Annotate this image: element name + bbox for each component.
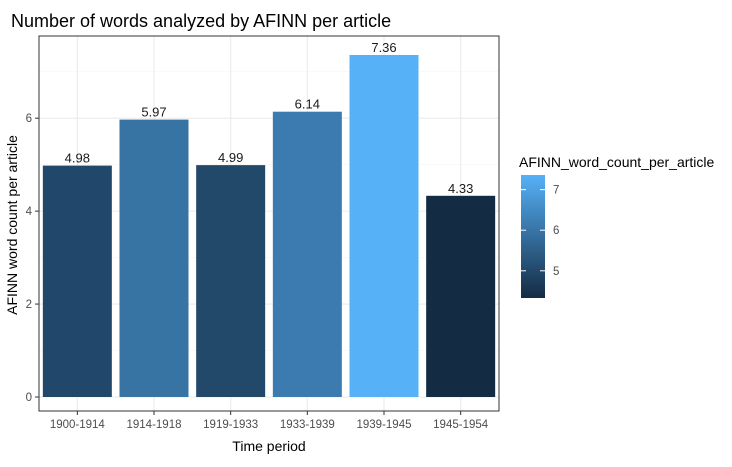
legend-tick-label: 5 xyxy=(553,266,559,278)
legend-colorbar xyxy=(521,175,545,298)
bar-1900-1914 xyxy=(42,165,112,397)
y-axis-label: AFINN word count per article xyxy=(4,135,20,315)
y-tick-label: 6 xyxy=(26,113,32,125)
plot-panel xyxy=(39,36,499,411)
chart-title: Number of words analyzed by AFINN per ar… xyxy=(11,11,391,31)
x-tick-label: 1919-1933 xyxy=(203,419,258,431)
bar-value-label: 4.98 xyxy=(65,151,90,166)
legend-tick-label: 7 xyxy=(553,185,559,197)
x-tick-label: 1939-1945 xyxy=(357,419,412,431)
y-tick-label: 2 xyxy=(26,299,32,311)
bar-value-label: 5.97 xyxy=(141,105,166,120)
x-tick-label: 1945-1954 xyxy=(433,419,489,431)
bar-value-label: 6.14 xyxy=(295,97,320,112)
y-tick-label: 4 xyxy=(26,206,33,218)
plot-border xyxy=(38,35,500,412)
bar-value-label: 4.33 xyxy=(448,181,473,196)
legend-title: AFINN_word_count_per_article xyxy=(519,154,715,170)
bar-1914-1918 xyxy=(119,119,189,398)
y-tick-label: 0 xyxy=(26,392,32,404)
x-axis-label: Time period xyxy=(232,438,305,454)
x-tick-label: 1933-1939 xyxy=(280,419,335,431)
bar-value-label: 7.36 xyxy=(371,40,396,55)
x-tick-label: 1900-1914 xyxy=(50,419,106,431)
bar-1919-1933 xyxy=(196,165,266,397)
bar-1933-1939 xyxy=(272,111,342,397)
legend: AFINN_word_count_per_article 5 6 7 xyxy=(519,154,715,298)
x-tick-label: 1914-1918 xyxy=(127,419,182,431)
bar-value-label: 4.99 xyxy=(218,150,243,165)
legend-tick-label: 6 xyxy=(553,225,559,237)
bar-1939-1945 xyxy=(349,55,419,397)
bar-1945-1954 xyxy=(426,195,496,397)
